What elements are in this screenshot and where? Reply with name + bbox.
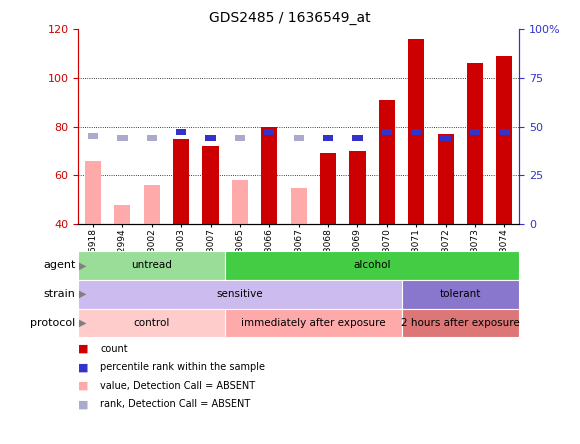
Bar <box>411 129 422 135</box>
Bar <box>264 129 274 135</box>
Bar <box>382 129 392 135</box>
Bar <box>261 127 277 224</box>
Text: ▶: ▶ <box>79 289 87 299</box>
Bar <box>293 135 304 141</box>
Text: tolerant: tolerant <box>440 289 481 299</box>
Text: alcohol: alcohol <box>353 260 391 270</box>
Bar <box>225 309 401 337</box>
Bar <box>78 251 225 280</box>
Bar <box>379 99 395 224</box>
Text: control: control <box>133 318 170 328</box>
Bar <box>114 205 130 224</box>
Text: ■: ■ <box>78 400 89 409</box>
Bar <box>496 56 513 224</box>
Bar <box>437 134 454 224</box>
Text: strain: strain <box>44 289 75 299</box>
Bar <box>173 139 189 224</box>
Text: rank, Detection Call = ABSENT: rank, Detection Call = ABSENT <box>100 400 251 409</box>
Text: percentile rank within the sample: percentile rank within the sample <box>100 362 265 372</box>
Bar <box>176 129 186 135</box>
Bar <box>88 133 98 139</box>
Bar <box>144 185 160 224</box>
Bar <box>291 187 307 224</box>
Text: agent: agent <box>43 260 75 270</box>
Text: immediately after exposure: immediately after exposure <box>241 318 386 328</box>
Text: ▶: ▶ <box>79 260 87 270</box>
Text: protocol: protocol <box>30 318 75 328</box>
Text: count: count <box>100 344 128 353</box>
Bar <box>349 151 365 224</box>
Text: untread: untread <box>131 260 172 270</box>
Text: GDS2485 / 1636549_at: GDS2485 / 1636549_at <box>209 11 371 25</box>
Text: ■: ■ <box>78 344 89 353</box>
Bar <box>78 280 401 309</box>
Bar <box>467 63 483 224</box>
Bar <box>323 135 333 141</box>
Bar <box>205 135 216 141</box>
Bar <box>147 135 157 141</box>
Bar <box>78 309 225 337</box>
Text: sensitive: sensitive <box>216 289 263 299</box>
Text: ■: ■ <box>78 362 89 372</box>
Bar <box>440 135 451 141</box>
Bar <box>470 129 480 135</box>
Bar <box>235 135 245 141</box>
Text: 2 hours after exposure: 2 hours after exposure <box>401 318 520 328</box>
Bar <box>232 180 248 224</box>
Bar <box>202 146 219 224</box>
Bar <box>117 135 128 141</box>
Bar <box>225 251 519 280</box>
Bar <box>320 154 336 224</box>
Bar <box>408 39 425 224</box>
Text: value, Detection Call = ABSENT: value, Detection Call = ABSENT <box>100 381 255 391</box>
Text: ■: ■ <box>78 381 89 391</box>
Bar <box>352 135 362 141</box>
Bar <box>401 309 519 337</box>
Bar <box>85 161 101 224</box>
Bar <box>499 129 510 135</box>
Text: ▶: ▶ <box>79 318 87 328</box>
Bar <box>401 280 519 309</box>
